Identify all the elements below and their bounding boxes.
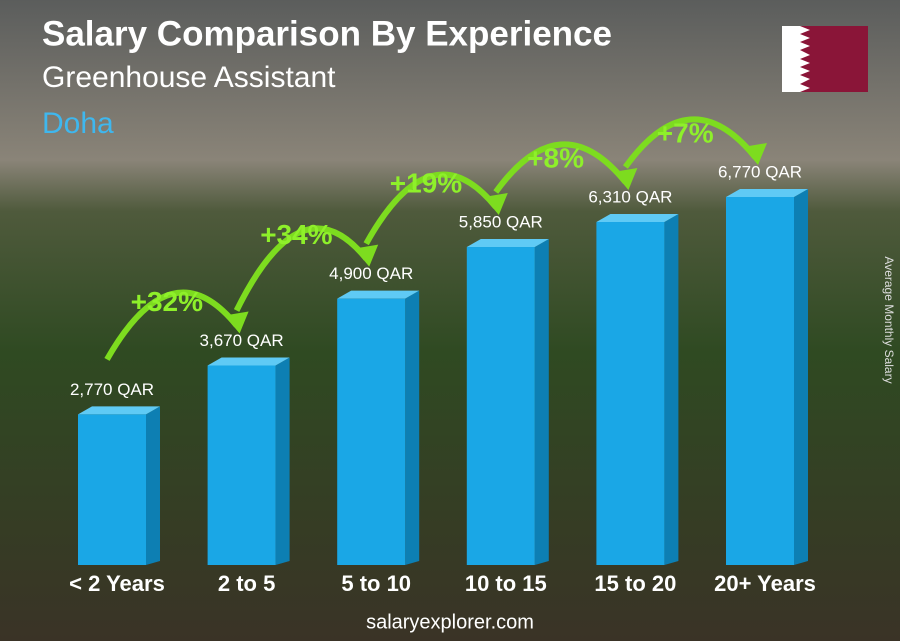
growth-arrowhead bbox=[483, 193, 508, 216]
x-tick-label: 5 to 10 bbox=[341, 571, 411, 596]
growth-arrow bbox=[104, 289, 239, 361]
value-label: 6,310 QAR bbox=[588, 187, 672, 206]
bar-top bbox=[337, 290, 420, 299]
bar-top bbox=[78, 406, 160, 415]
growth-arrowhead bbox=[613, 168, 638, 191]
bar bbox=[207, 365, 276, 565]
value-label: 4,900 QAR bbox=[329, 264, 413, 283]
value-label: 5,850 QAR bbox=[459, 212, 543, 231]
bar bbox=[596, 222, 665, 565]
bar-side bbox=[794, 189, 808, 565]
value-label: 6,770 QAR bbox=[718, 162, 802, 181]
bar bbox=[337, 298, 406, 565]
growth-label: +32% bbox=[131, 286, 203, 317]
growth-arrow bbox=[233, 225, 369, 312]
bar bbox=[78, 414, 146, 565]
bar-side bbox=[664, 214, 679, 565]
growth-label: +7% bbox=[657, 117, 714, 148]
bar-top bbox=[726, 189, 808, 197]
growth-arrow bbox=[622, 116, 758, 169]
growth-label: +19% bbox=[390, 167, 462, 198]
x-tick-label: < 2 Years bbox=[69, 571, 165, 596]
bar-side bbox=[146, 406, 160, 565]
growth-arrow bbox=[493, 141, 628, 194]
bar-top bbox=[596, 214, 679, 223]
bar-top bbox=[466, 239, 549, 248]
bar-side bbox=[534, 239, 549, 566]
value-label: 3,670 QAR bbox=[200, 331, 284, 350]
bar-top bbox=[207, 357, 290, 366]
x-tick-label: 10 to 15 bbox=[465, 571, 547, 596]
bar-side bbox=[405, 290, 420, 565]
bar bbox=[466, 247, 535, 566]
growth-arrowhead bbox=[354, 244, 379, 267]
y-axis-label: Average Monthly Salary bbox=[882, 256, 896, 383]
value-label: 2,770 QAR bbox=[70, 380, 154, 399]
growth-label: +34% bbox=[260, 219, 332, 250]
location: Doha bbox=[42, 107, 114, 140]
growth-arrowhead bbox=[743, 143, 767, 165]
x-tick-label: 2 to 5 bbox=[218, 571, 275, 596]
growth-label: +8% bbox=[527, 142, 584, 173]
growth-arrowhead bbox=[224, 311, 249, 334]
x-tick-label: 15 to 20 bbox=[594, 571, 676, 596]
flag bbox=[782, 26, 868, 92]
bar-side bbox=[275, 357, 290, 565]
growth-arrow bbox=[363, 171, 499, 246]
footer: salaryexplorer.com bbox=[366, 611, 534, 633]
x-tick-label: 20+ Years bbox=[714, 571, 816, 596]
chart-subtitle: Greenhouse Assistant bbox=[42, 61, 336, 94]
bar bbox=[726, 197, 794, 565]
chart-title: Salary Comparison By Experience bbox=[42, 14, 612, 53]
